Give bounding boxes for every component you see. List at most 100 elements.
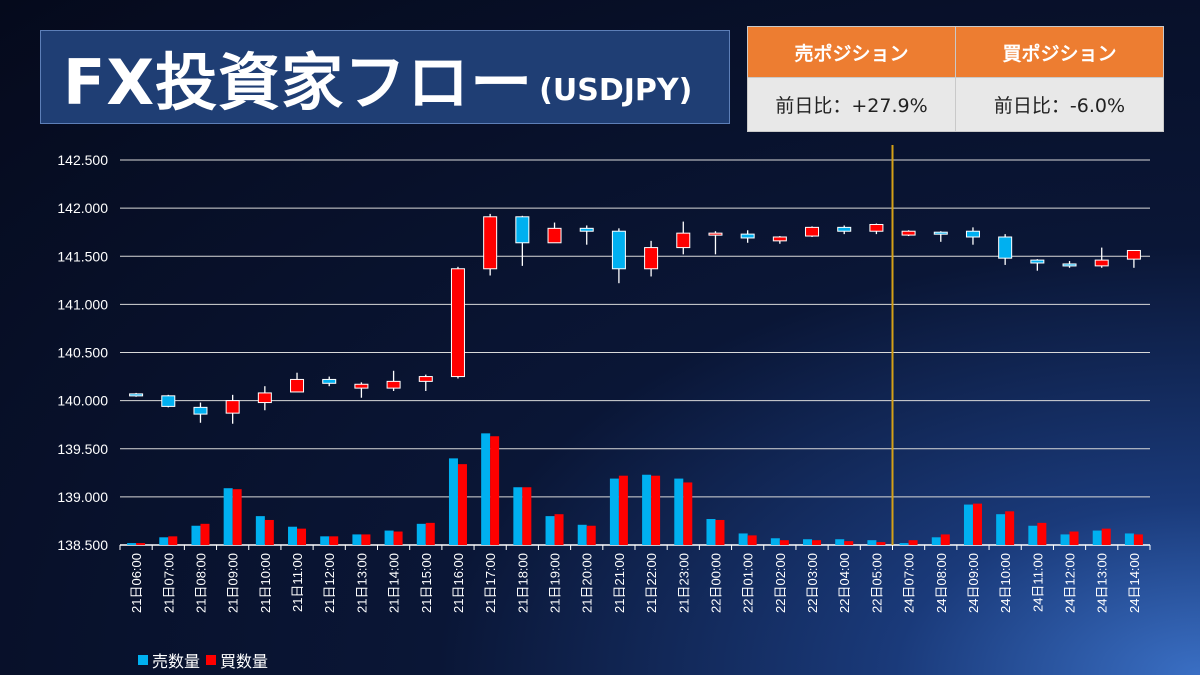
x-tick-label: 24日07:00 <box>902 553 917 613</box>
page-title: FX投資家フロー <box>63 46 534 119</box>
buy-volume-bar <box>232 489 242 545</box>
buy-volume-bar <box>779 540 789 545</box>
sell-volume-bar <box>288 526 298 545</box>
candle-body <box>644 247 659 270</box>
sell-volume-bar <box>545 516 555 545</box>
x-tick-label: 22日01:00 <box>741 553 756 613</box>
x-tick-label: 21日07:00 <box>161 553 176 613</box>
x-tick-label: 22日05:00 <box>869 553 884 613</box>
candle-body <box>193 406 208 415</box>
x-tick-label: 24日11:00 <box>1030 553 1045 612</box>
buy-volume-bar <box>200 523 210 545</box>
legend-item-sell: 売数量 <box>138 648 200 672</box>
x-tick-label: 21日21:00 <box>612 553 627 613</box>
x-tick-label: 22日02:00 <box>773 553 788 613</box>
buy-volume-bar <box>940 534 950 545</box>
sell-volume-bar <box>803 539 813 545</box>
buy-volume-bar <box>522 487 532 545</box>
x-tick-label: 21日10:00 <box>258 553 273 613</box>
y-tick-label: 139.000 <box>57 489 108 505</box>
y-tick-label: 141.500 <box>57 248 108 264</box>
buy-volume-bar <box>972 503 982 545</box>
x-tick-label: 24日08:00 <box>934 553 949 613</box>
candle-body <box>386 380 401 389</box>
candle-body <box>837 226 852 232</box>
sell-volume-bar <box>384 530 394 545</box>
buy-volume-bar <box>812 540 822 545</box>
buy-volume-bar <box>168 536 178 545</box>
x-tick-label: 21日23:00 <box>676 553 691 613</box>
sell-volume-bar <box>674 478 684 545</box>
candle-body <box>901 230 916 236</box>
page-subtitle: (USDJPY) <box>539 72 693 108</box>
legend-swatch-sell <box>138 655 148 665</box>
sell-position-change: 前日比：+27.9% <box>747 77 956 132</box>
sell-volume-bar <box>867 540 877 545</box>
sell-volume-bar <box>481 433 491 545</box>
buy-volume-bar <box>264 519 274 545</box>
title-box: FX投資家フロー (USDJPY) <box>40 30 730 124</box>
sell-volume-bar <box>931 537 941 545</box>
buy-volume-bar <box>457 464 467 545</box>
buy-volume-bar <box>1101 528 1111 545</box>
buy-volume-bar <box>1133 534 1143 545</box>
legend-label-sell: 売数量 <box>152 652 201 671</box>
sell-volume-bar <box>706 519 716 545</box>
candle-body <box>1062 263 1077 267</box>
buy-volume-bar <box>297 528 307 545</box>
candle-body <box>450 268 465 378</box>
candle-body <box>1094 259 1109 267</box>
candle-body <box>611 230 626 270</box>
buy-volume-bar <box>876 542 886 545</box>
buy-volume-bar <box>586 525 596 545</box>
buy-volume-bar <box>844 541 854 545</box>
buy-volume-bar <box>1005 511 1015 545</box>
candle-body <box>418 376 433 382</box>
sell-volume-bar <box>1028 525 1038 545</box>
candle-body <box>1126 249 1141 260</box>
x-tick-label: 21日13:00 <box>354 553 369 613</box>
buy-volume-bar <box>683 482 693 545</box>
sell-volume-bar <box>770 538 780 545</box>
sell-volume-bar <box>352 534 362 545</box>
buy-volume-bar <box>393 531 403 545</box>
candle-body <box>998 236 1013 259</box>
x-tick-label: 21日17:00 <box>483 553 498 613</box>
candle-body <box>708 232 723 236</box>
buy-position-change: 前日比：-6.0% <box>955 77 1164 132</box>
sell-volume-bar <box>127 543 137 545</box>
buy-volume-bar <box>747 535 757 545</box>
sell-volume-bar <box>609 478 619 545</box>
sell-volume-bar <box>223 488 233 545</box>
x-tick-label: 21日19:00 <box>548 553 563 613</box>
x-tick-label: 21日14:00 <box>387 553 402 613</box>
x-tick-label: 21日15:00 <box>419 553 434 613</box>
x-tick-label: 24日09:00 <box>966 553 981 613</box>
legend-label-buy: 買数量 <box>220 652 269 671</box>
y-tick-label: 140.500 <box>57 345 108 361</box>
sell-volume-bar <box>1124 533 1134 545</box>
buy-volume-bar <box>554 514 564 545</box>
x-tick-label: 21日08:00 <box>193 553 208 613</box>
x-tick-label: 21日11:00 <box>290 553 305 612</box>
x-tick-label: 22日03:00 <box>805 553 820 613</box>
sell-volume-bar <box>255 516 265 545</box>
sell-volume-bar <box>159 537 169 545</box>
candle-body <box>740 233 755 239</box>
candle-body <box>515 216 530 244</box>
x-tick-label: 21日20:00 <box>580 553 595 613</box>
buy-volume-bar <box>1037 522 1047 545</box>
candle-body <box>676 232 691 249</box>
x-tick-label: 24日10:00 <box>998 553 1013 613</box>
y-tick-label: 138.500 <box>57 537 108 553</box>
buy-volume-bar <box>329 536 339 545</box>
sell-volume-bar <box>448 458 458 545</box>
x-tick-label: 21日09:00 <box>226 553 241 613</box>
x-tick-label: 22日00:00 <box>708 553 723 613</box>
candle-body <box>547 227 562 244</box>
position-table: 売ポジション 買ポジション 前日比：+27.9% 前日比：-6.0% <box>747 26 1164 132</box>
y-tick-label: 142.500 <box>57 152 108 168</box>
buy-volume-bar <box>136 543 146 545</box>
x-tick-label: 21日16:00 <box>451 553 466 613</box>
buy-volume-bar <box>651 475 661 545</box>
